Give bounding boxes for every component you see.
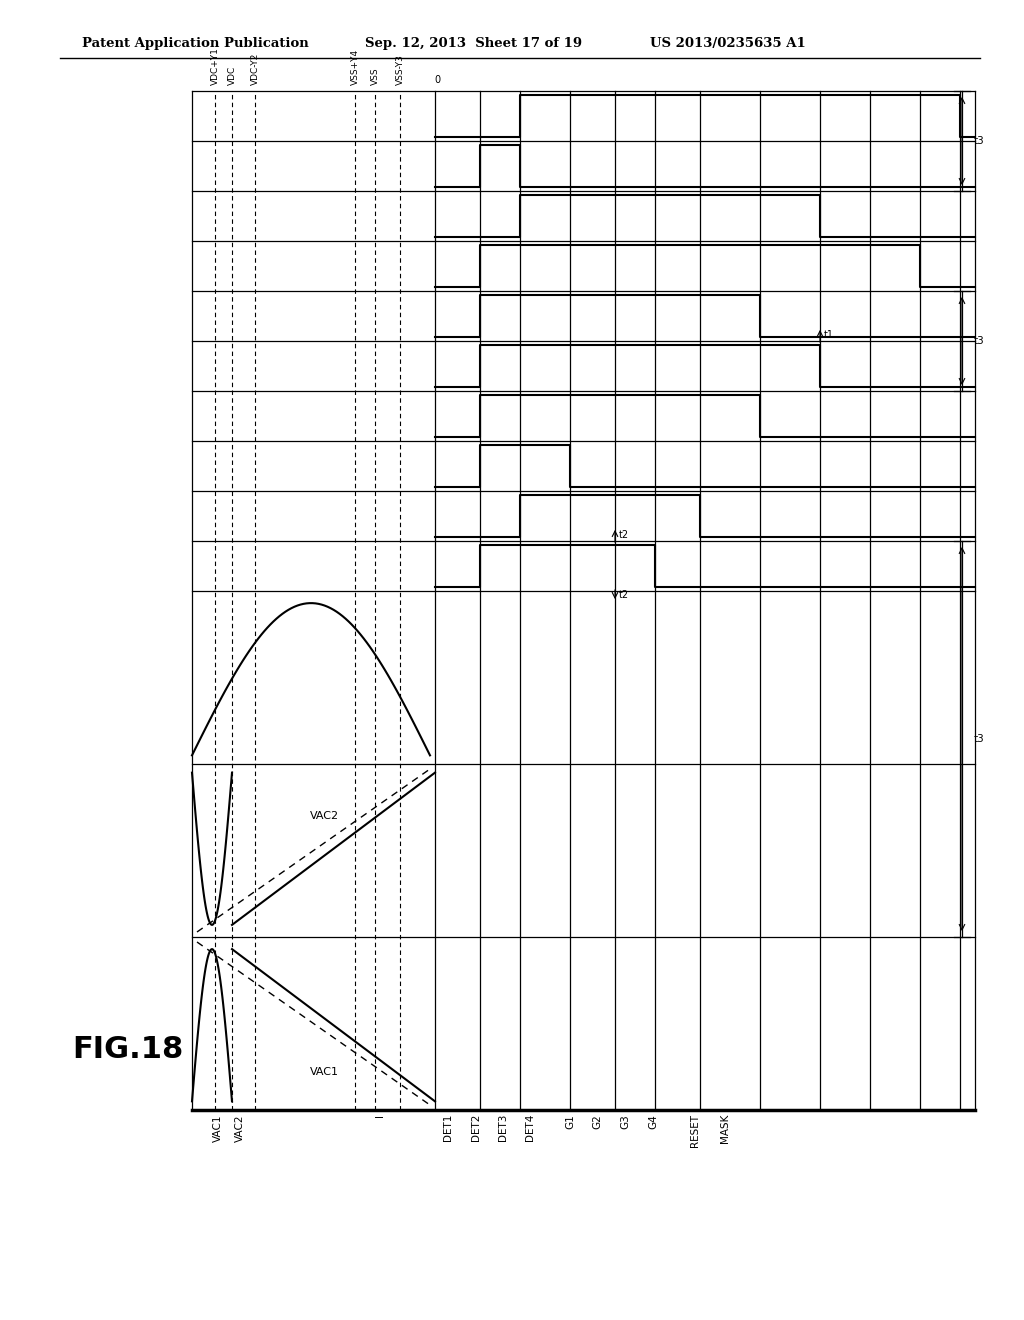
Text: MASK: MASK (720, 1114, 730, 1143)
Text: VSS: VSS (371, 67, 380, 84)
Text: Patent Application Publication: Patent Application Publication (82, 37, 309, 50)
Text: t2: t2 (618, 531, 629, 540)
Text: RESET: RESET (690, 1114, 700, 1147)
Text: VDC-Y2: VDC-Y2 (251, 53, 259, 84)
Text: Sep. 12, 2013  Sheet 17 of 19: Sep. 12, 2013 Sheet 17 of 19 (365, 37, 582, 50)
Text: G1: G1 (565, 1114, 575, 1129)
Text: VAC2: VAC2 (310, 810, 339, 821)
Text: VAC2: VAC2 (234, 1114, 245, 1142)
Text: G2: G2 (592, 1114, 602, 1129)
Text: VAC1: VAC1 (310, 1067, 339, 1077)
Text: VDC+Y1: VDC+Y1 (211, 48, 219, 84)
Text: G4: G4 (648, 1114, 658, 1129)
Text: G3: G3 (620, 1114, 630, 1129)
Text: I: I (375, 1114, 385, 1117)
Text: FIG.18: FIG.18 (72, 1035, 183, 1064)
Text: US 2013/0235635 A1: US 2013/0235635 A1 (650, 37, 806, 50)
Text: DET3: DET3 (498, 1114, 508, 1142)
Text: t3: t3 (974, 337, 985, 346)
Text: t3: t3 (974, 136, 985, 147)
Text: 0: 0 (434, 75, 440, 84)
Text: DET2: DET2 (471, 1114, 481, 1142)
Text: VDC: VDC (227, 66, 237, 84)
Text: VAC1: VAC1 (213, 1114, 223, 1142)
Text: t1: t1 (824, 330, 834, 341)
Text: t2: t2 (618, 590, 629, 601)
Text: DET1: DET1 (443, 1114, 453, 1142)
Text: DET4: DET4 (525, 1114, 535, 1142)
Text: t3: t3 (974, 734, 985, 744)
Text: VSS-Y3: VSS-Y3 (395, 54, 404, 84)
Text: VSS+Y4: VSS+Y4 (350, 49, 359, 84)
